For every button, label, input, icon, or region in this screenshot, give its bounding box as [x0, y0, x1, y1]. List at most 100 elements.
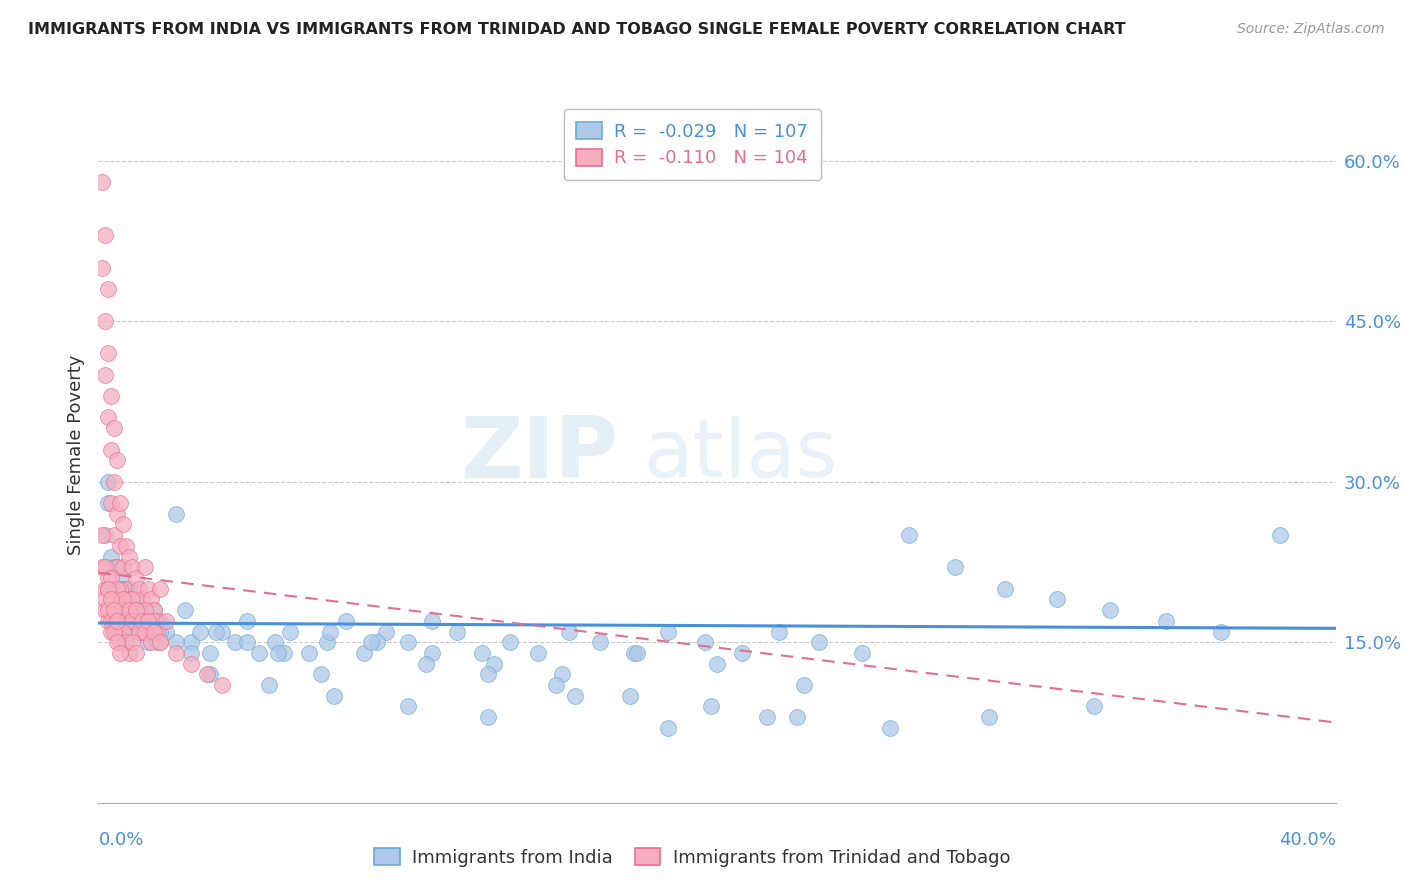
- Point: [335, 614, 357, 628]
- Point: [118, 614, 141, 628]
- Point: [112, 592, 135, 607]
- Point: [422, 646, 444, 660]
- Point: [755, 710, 778, 724]
- Point: [112, 571, 135, 585]
- Point: [139, 635, 162, 649]
- Point: [108, 592, 131, 607]
- Point: [115, 582, 138, 596]
- Point: [115, 539, 138, 553]
- Point: [134, 603, 156, 617]
- Point: [134, 614, 156, 628]
- Point: [105, 614, 128, 628]
- Point: [257, 678, 280, 692]
- Text: atlas: atlas: [643, 416, 837, 494]
- Point: [124, 603, 146, 617]
- Point: [124, 614, 146, 628]
- Point: [808, 635, 831, 649]
- Point: [136, 635, 159, 649]
- Point: [190, 624, 212, 639]
- Point: [93, 560, 115, 574]
- Point: [97, 346, 120, 360]
- Point: [131, 592, 153, 607]
- Point: [180, 657, 202, 671]
- Point: [97, 582, 120, 596]
- Point: [131, 603, 153, 617]
- Point: [471, 646, 494, 660]
- Point: [851, 646, 873, 660]
- Point: [139, 592, 162, 607]
- Point: [415, 657, 437, 671]
- Point: [396, 635, 419, 649]
- Point: [793, 678, 815, 692]
- Point: [118, 592, 141, 607]
- Point: [115, 635, 138, 649]
- Y-axis label: Single Female Poverty: Single Female Poverty: [66, 355, 84, 555]
- Point: [484, 657, 506, 671]
- Point: [100, 571, 122, 585]
- Point: [93, 603, 115, 617]
- Point: [97, 571, 120, 585]
- Point: [121, 603, 143, 617]
- Point: [263, 635, 285, 649]
- Point: [298, 646, 321, 660]
- Point: [105, 614, 128, 628]
- Point: [526, 646, 548, 660]
- Point: [786, 710, 808, 724]
- Point: [499, 635, 522, 649]
- Point: [551, 667, 574, 681]
- Point: [309, 667, 332, 681]
- Point: [103, 582, 125, 596]
- Point: [700, 699, 723, 714]
- Point: [198, 667, 221, 681]
- Point: [90, 560, 112, 574]
- Point: [105, 624, 128, 639]
- Point: [943, 560, 966, 574]
- Point: [103, 614, 125, 628]
- Point: [422, 614, 444, 628]
- Point: [731, 646, 754, 660]
- Point: [180, 646, 202, 660]
- Point: [115, 635, 138, 649]
- Point: [103, 614, 125, 628]
- Point: [477, 710, 499, 724]
- Point: [1083, 699, 1105, 714]
- Point: [322, 689, 344, 703]
- Point: [588, 635, 610, 649]
- Point: [139, 624, 162, 639]
- Point: [105, 635, 128, 649]
- Point: [979, 710, 1001, 724]
- Point: [149, 624, 172, 639]
- Point: [121, 614, 143, 628]
- Point: [149, 635, 172, 649]
- Point: [134, 624, 156, 639]
- Point: [103, 624, 125, 639]
- Point: [108, 582, 131, 596]
- Point: [247, 646, 270, 660]
- Point: [236, 614, 259, 628]
- Point: [1154, 614, 1177, 628]
- Point: [115, 614, 138, 628]
- Point: [108, 624, 131, 639]
- Point: [205, 624, 228, 639]
- Point: [124, 646, 146, 660]
- Point: [446, 624, 468, 639]
- Point: [103, 603, 125, 617]
- Point: [211, 678, 233, 692]
- Point: [100, 389, 122, 403]
- Point: [97, 582, 120, 596]
- Point: [211, 624, 233, 639]
- Point: [626, 646, 648, 660]
- Point: [97, 603, 120, 617]
- Point: [103, 592, 125, 607]
- Point: [97, 475, 120, 489]
- Point: [100, 549, 122, 564]
- Point: [93, 592, 115, 607]
- Point: [136, 614, 159, 628]
- Point: [174, 603, 197, 617]
- Point: [97, 614, 120, 628]
- Point: [149, 582, 172, 596]
- Point: [105, 453, 128, 467]
- Point: [105, 560, 128, 574]
- Point: [128, 603, 150, 617]
- Point: [136, 614, 159, 628]
